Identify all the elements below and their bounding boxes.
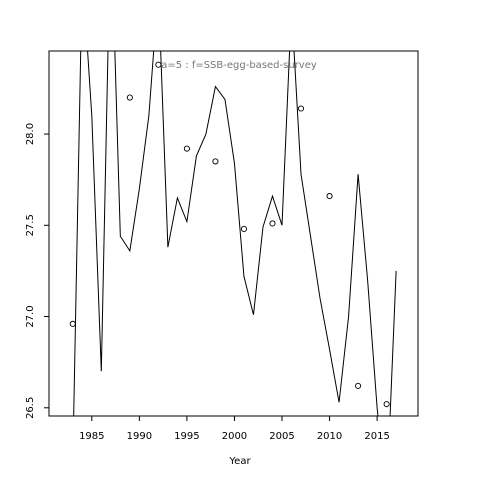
data-point <box>269 220 276 227</box>
chart-annotation: a=5 : f=SSB-egg-based-survey <box>161 60 317 71</box>
data-point <box>212 158 219 165</box>
data-point <box>297 105 305 112</box>
x-tick-label: 2005 <box>269 431 294 442</box>
data-point <box>69 320 76 327</box>
y-tick-label: 27.0 <box>25 305 36 327</box>
x-axis-title: Year <box>228 456 251 467</box>
data-point <box>183 145 190 152</box>
series-line-layer <box>73 51 397 416</box>
x-axis: 1985 1990 1995 2000 2005 2010 2015 <box>79 415 390 442</box>
data-point <box>126 94 133 101</box>
y-axis: 26.5 27.0 27.5 28.0 <box>25 123 50 419</box>
x-tick-label: 2000 <box>222 431 247 442</box>
x-tick-label: 1995 <box>174 431 199 442</box>
data-point <box>155 61 162 68</box>
y-tick-label: 26.5 <box>25 397 36 419</box>
x-tick-label: 2015 <box>364 431 389 442</box>
data-point <box>355 382 362 389</box>
series-point-layer <box>69 61 390 408</box>
data-point <box>326 193 333 200</box>
data-point <box>240 225 248 232</box>
data-point <box>383 401 390 408</box>
x-tick-label: 1990 <box>127 431 152 442</box>
y-tick-label: 28.0 <box>25 123 36 145</box>
x-tick-label: 2010 <box>317 431 342 442</box>
y-tick-label: 27.5 <box>25 214 36 236</box>
series-line <box>73 51 397 416</box>
x-tick-label: 1985 <box>79 431 104 442</box>
